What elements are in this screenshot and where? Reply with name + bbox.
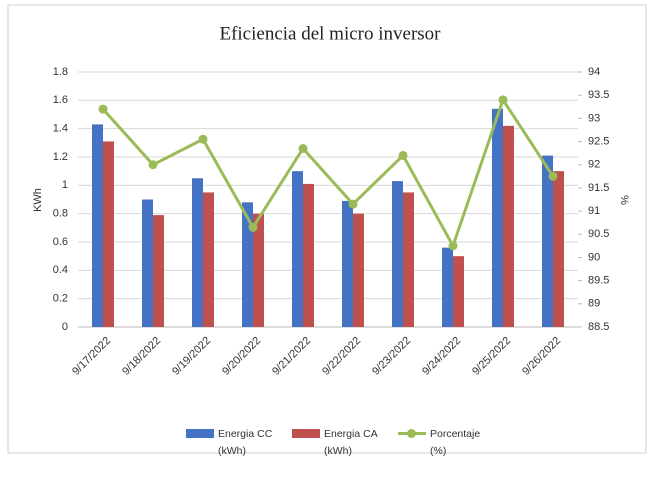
bar [103, 141, 114, 327]
legend-swatch [292, 429, 320, 438]
y-tick-label: 0.6 [53, 236, 68, 248]
y2-tick-label: 91.5 [588, 182, 609, 194]
bar [142, 199, 153, 327]
chart-border [7, 4, 647, 454]
y2-tick-label: 93.5 [588, 89, 609, 101]
bar [553, 171, 564, 327]
legend-swatch [398, 429, 426, 438]
bar [203, 192, 214, 327]
y2-axis-label: % [618, 195, 630, 205]
legend-swatch [186, 429, 214, 438]
legend-label: Porcentaje (%) [430, 428, 481, 457]
bar [342, 200, 353, 327]
y2-tick-label: 92 [588, 159, 600, 171]
bar [442, 247, 453, 327]
y2-tick-label: 90.5 [588, 228, 609, 240]
bar [292, 171, 303, 327]
legend-label: Energia CC (kWh) [218, 428, 273, 457]
y2-tick-label: 93 [588, 112, 600, 124]
y-tick-label: 1.8 [53, 66, 68, 78]
x-tick-label: 9/24/2022 [420, 335, 463, 378]
chart-title: Eficiencia del micro inversor [219, 23, 441, 44]
line-marker [298, 144, 308, 153]
bar [542, 155, 553, 327]
line-marker [448, 241, 458, 251]
x-tick-label: 9/22/2022 [320, 335, 363, 378]
line-marker [398, 150, 408, 160]
x-tick-label: 9/20/2022 [220, 335, 263, 378]
y-tick-label: 1.6 [53, 94, 68, 106]
bar [353, 213, 364, 327]
bar [303, 183, 314, 327]
bar [92, 124, 103, 328]
y-tick-label: 0.4 [53, 264, 68, 276]
y-tick-label: 1.4 [53, 123, 68, 135]
bar [392, 181, 403, 327]
bar [503, 125, 514, 327]
y-tick-label: 0.8 [53, 208, 68, 220]
legend-item: Energia CC (kWh) [186, 426, 280, 460]
bar [492, 108, 503, 327]
x-tick-label: 9/18/2022 [120, 335, 163, 378]
legend-label: Energia CA (kWh) [324, 428, 378, 457]
legend: Energia CC (kWh) Energia CA (kWh) Porcenta… [186, 426, 492, 460]
y2-tick-label: 89 [588, 298, 600, 310]
line-marker [98, 104, 108, 114]
y2-tick-label: 88.5 [588, 321, 609, 333]
line-marker [148, 160, 158, 170]
y-tick-label: 0.2 [53, 293, 68, 305]
bar [242, 202, 253, 327]
line [101, 96, 555, 250]
bar [153, 215, 164, 327]
y2-tick-label: 91 [588, 205, 600, 217]
x-tick-label: 9/19/2022 [170, 335, 213, 378]
y-tick-label: 1.2 [53, 151, 68, 163]
bar [253, 213, 264, 327]
bar [403, 192, 414, 327]
line-marker [198, 134, 208, 144]
x-tick-label: 9/21/2022 [270, 335, 313, 378]
line-marker [248, 222, 258, 232]
y-tick-label: 0 [62, 321, 68, 333]
y2-tick-label: 92.5 [588, 135, 609, 147]
line-marker [498, 95, 508, 105]
x-tick-label: 9/23/2022 [370, 335, 413, 378]
x-tick-label: 9/26/2022 [520, 335, 563, 378]
legend-item: Energia CA (kWh) [292, 426, 386, 460]
bar [453, 256, 464, 327]
y-tick-label: 1 [62, 179, 68, 191]
y-axis-label: KWh [32, 188, 44, 212]
y2-tick-label: 89.5 [588, 275, 609, 287]
bar [192, 178, 203, 327]
y2-tick-label: 90 [588, 251, 600, 263]
legend-item: Porcentaje (%) [398, 426, 492, 460]
x-tick-label: 9/25/2022 [470, 335, 513, 378]
y2-tick-label: 94 [588, 66, 600, 78]
line-marker [548, 171, 558, 181]
line-marker [348, 199, 358, 209]
x-tick-label: 9/17/2022 [70, 335, 113, 378]
